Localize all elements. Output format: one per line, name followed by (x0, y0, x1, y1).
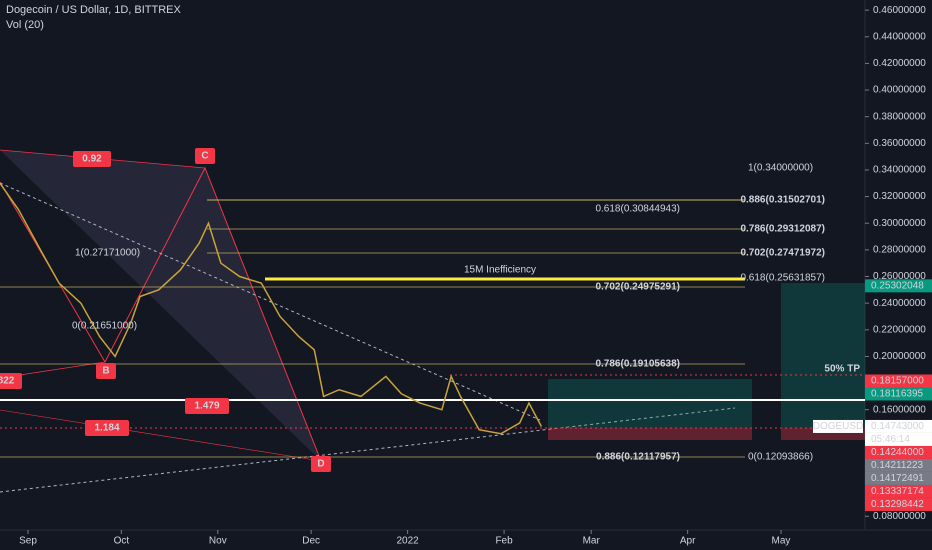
price-tag-label: 0.14211223 (871, 460, 924, 471)
price-tag (865, 387, 932, 401)
annotation: 0.618(0.25631857) (740, 273, 825, 284)
price-tag-label: 0.14743000 (871, 421, 924, 432)
price-tag (865, 374, 932, 388)
annotation: 0.786(0.29312087) (740, 224, 825, 235)
y-tick-label: 0.36000000 (873, 138, 926, 149)
y-tick-label: 0.34000000 (873, 165, 926, 176)
annotation: 0(0.21651000) (72, 321, 137, 332)
price-tag (865, 484, 932, 498)
y-tick-label: 0.16000000 (873, 404, 926, 415)
annotation-badge (185, 398, 229, 414)
y-tick-label: 0.44000000 (873, 31, 926, 42)
y-tick-label: 0.26000000 (873, 271, 926, 282)
price-tag-label: 0.13298442 (871, 499, 924, 510)
annotation: 822 (0, 376, 15, 387)
x-tick-label: Dec (302, 536, 320, 547)
annotation: 0.702(0.27471972) (740, 248, 825, 259)
price-tag (865, 497, 932, 511)
indicator-label: Vol (20) (6, 19, 44, 31)
price-tag-label: 0.25302048 (871, 280, 924, 291)
annotation: 0.92 (82, 154, 102, 165)
y-tick-label: 0.28000000 (873, 245, 926, 256)
x-tick-label: 2022 (396, 536, 419, 547)
annotation: 1(0.34000000) (748, 163, 813, 174)
x-tick-label: Apr (680, 536, 696, 547)
price-tag-label: 0.14244000 (871, 447, 924, 458)
countdown: 05:46:14 (871, 434, 910, 445)
annotation-badge (0, 373, 22, 389)
annotation: B (102, 366, 109, 377)
annotation: 15M Inefficiency (464, 265, 536, 276)
price-tag-label: 0.18157000 (871, 376, 924, 387)
y-tick-label: 0.22000000 (873, 324, 926, 335)
x-tick-label: Sep (19, 536, 37, 547)
annotation-badge (195, 148, 215, 164)
symbol-tag (813, 419, 863, 433)
price-tag-label: 0.18116395 (871, 389, 924, 400)
annotation-badge (73, 151, 111, 167)
pattern-leg (0, 409, 322, 462)
annotation: C (201, 151, 208, 162)
annotation: 0.886(0.12117957) (596, 452, 680, 463)
y-tick-label: 0.30000000 (873, 218, 926, 229)
y-tick-label: 0.46000000 (873, 5, 926, 16)
price-tag (865, 458, 932, 472)
price-line (0, 182, 543, 435)
stop-zone (548, 428, 752, 440)
annotation: D (317, 459, 324, 470)
price-tag-label: 0.13337174 (871, 486, 924, 497)
annotation: 0.702(0.24975291) (595, 282, 680, 293)
y-tick-label: 0.24000000 (873, 298, 926, 309)
y-tick-label: 0.20000000 (873, 351, 926, 362)
annotation-badge (85, 420, 129, 436)
price-tag (865, 279, 932, 293)
y-tick-label: 0.08000000 (873, 511, 926, 522)
annotation-badge (311, 456, 331, 472)
annotation: 0.786(0.19105638) (595, 359, 680, 370)
annotation: 0.886(0.31502701) (740, 195, 825, 206)
target-zone (548, 379, 752, 428)
y-tick-label: 0.40000000 (873, 85, 926, 96)
x-tick-label: May (772, 536, 791, 547)
annotation-badge (96, 363, 116, 379)
y-tick-label: 0.42000000 (873, 58, 926, 69)
price-tag (865, 419, 932, 433)
pattern-fill (0, 150, 321, 461)
countdown-box (865, 432, 932, 446)
price-tag (865, 471, 932, 485)
x-tick-label: Feb (495, 536, 513, 547)
target-zone (781, 283, 865, 428)
annotation: 50% TP (824, 364, 860, 375)
price-tag-label: 0.14172491 (871, 473, 924, 484)
annotation: 1(0.27171000) (75, 248, 140, 259)
price-tag (865, 445, 932, 459)
trend-line (0, 182, 541, 421)
x-tick-label: Mar (583, 536, 601, 547)
y-tick-label: 0.38000000 (873, 111, 926, 122)
x-tick-label: Nov (209, 536, 227, 547)
x-tick-label: Oct (114, 536, 130, 547)
annotation: 0(0.12093866) (748, 452, 813, 463)
annotation: 0.618(0.30844943) (595, 204, 680, 215)
chart-title: Dogecoin / US Dollar, 1D, BITTREX (6, 4, 182, 16)
y-tick-label: 0.32000000 (873, 191, 926, 202)
symbol-label: DOGEUSD (813, 421, 864, 432)
annotation: 1.479 (194, 401, 219, 412)
annotation: 1.184 (94, 423, 119, 434)
